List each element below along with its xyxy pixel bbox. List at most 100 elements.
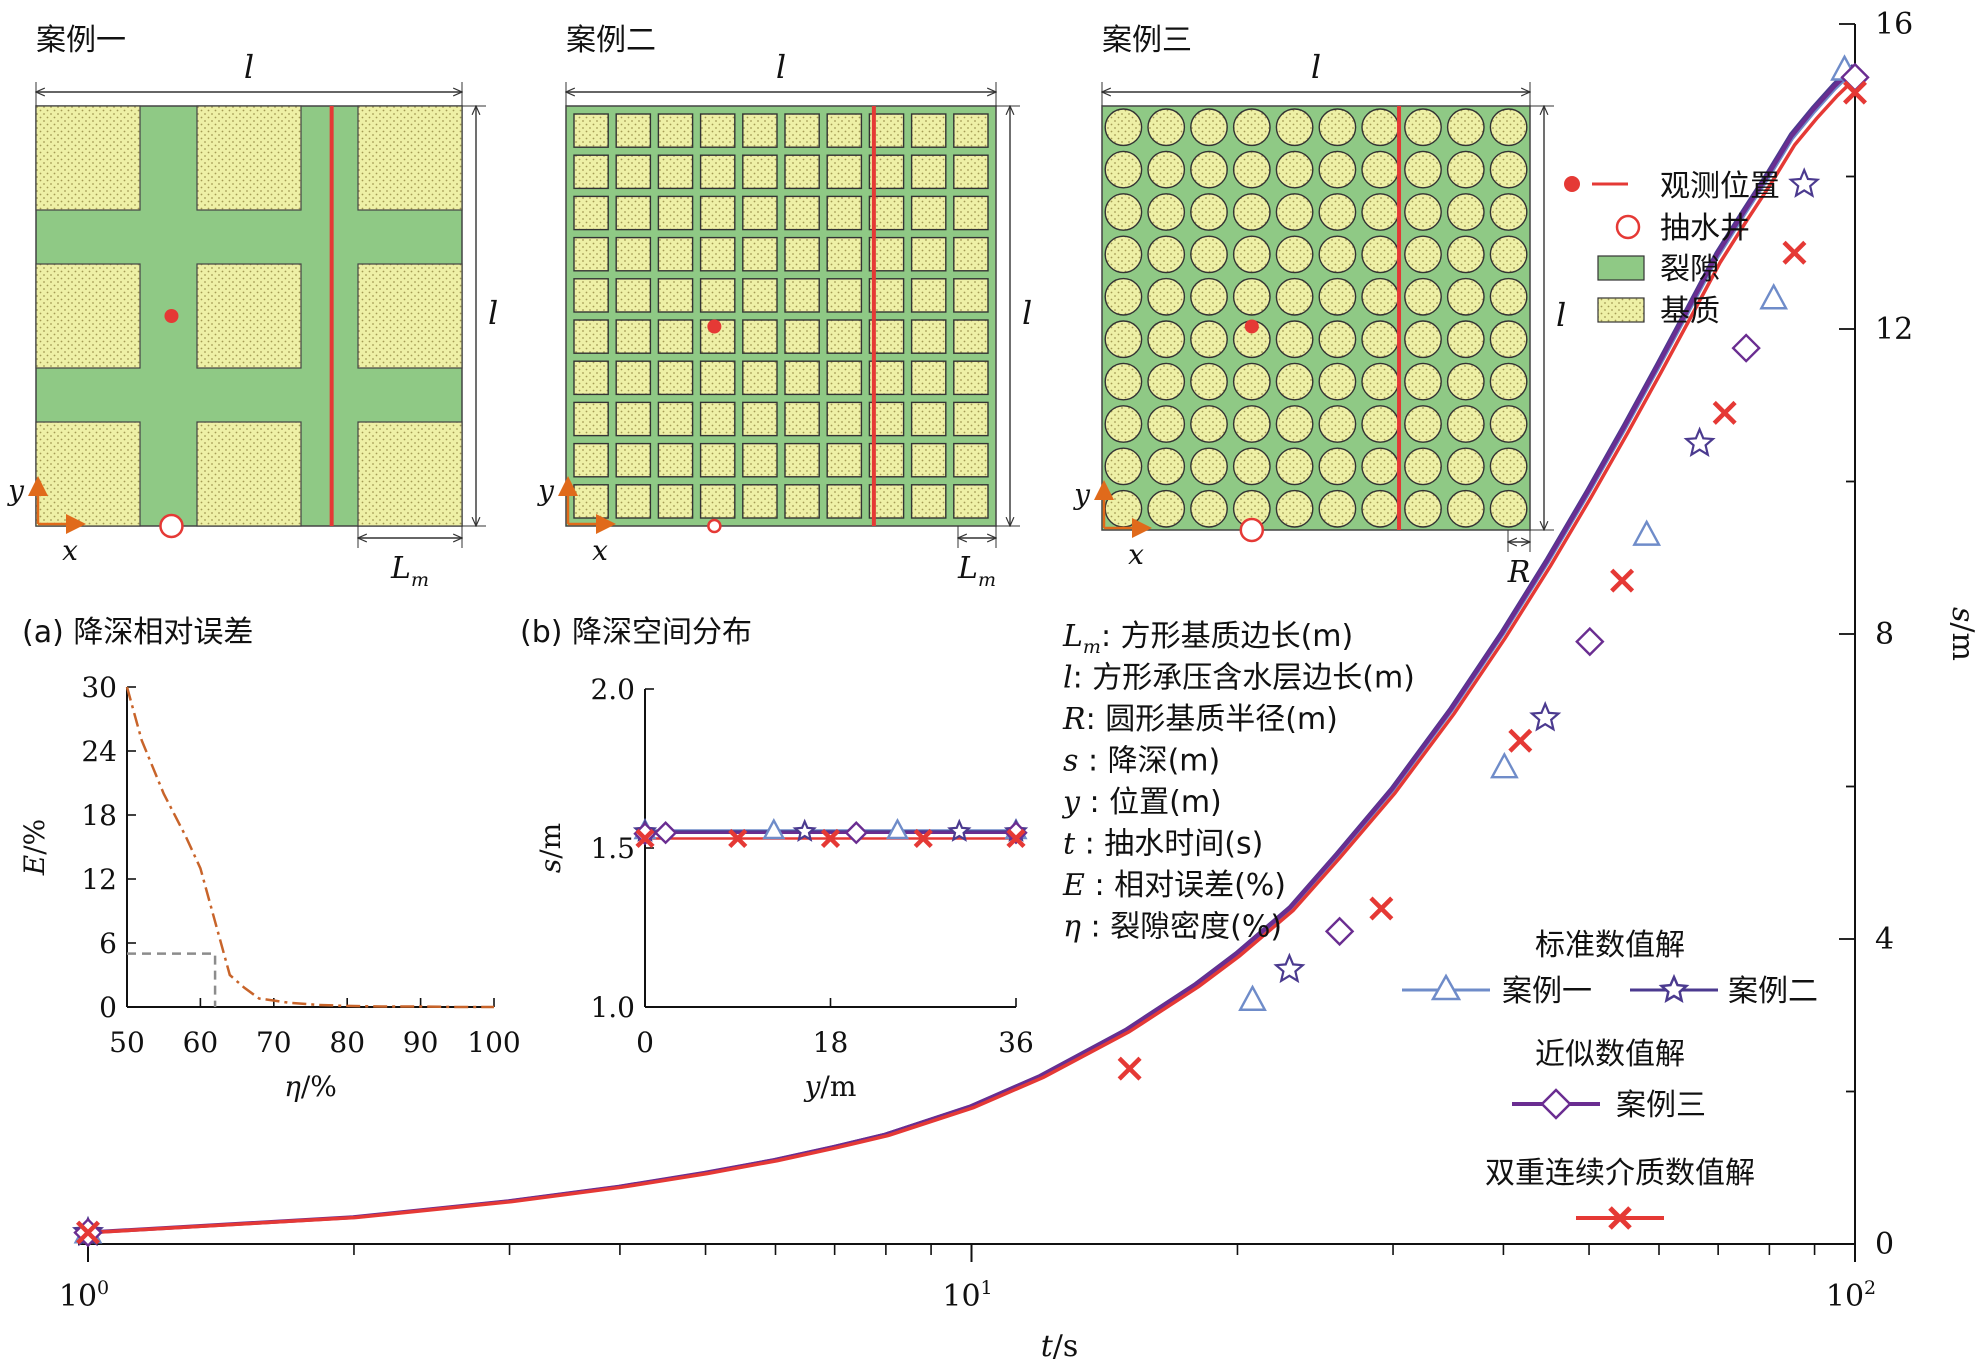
matrix-circle	[1190, 150, 1228, 189]
inset-a-y-tick-label: 18	[81, 799, 117, 832]
matrix-block	[826, 278, 863, 313]
matrix-block	[35, 105, 141, 211]
observation-dot	[164, 309, 179, 323]
matrix-block	[953, 278, 989, 313]
main-marker-star	[1529, 701, 1562, 732]
matrix-circle	[1361, 108, 1400, 147]
matrix-circle	[1232, 235, 1271, 274]
matrix-block	[953, 113, 989, 148]
matrix-block	[826, 195, 863, 231]
notation-item: s : 降深(m)	[1063, 744, 1220, 779]
matrix-block	[573, 442, 609, 478]
matrix-block	[742, 442, 778, 478]
matrix-circle	[1404, 150, 1442, 189]
matrix-circle	[1404, 362, 1442, 401]
matrix-circle	[1275, 108, 1314, 147]
matrix-block	[910, 195, 947, 231]
matrix-circle	[1190, 108, 1228, 147]
matrix-block	[657, 154, 694, 190]
notation-item: η : 裂隙密度(%)	[1063, 910, 1282, 945]
matrix-block	[615, 401, 652, 437]
well-icon	[1615, 214, 1641, 240]
matrix-circle	[1361, 320, 1400, 359]
inset-b-marker-triangle	[762, 817, 786, 840]
matrix-circle	[1361, 235, 1400, 274]
main-y-tick-label: 12	[1875, 312, 1913, 347]
matrix-circle	[1489, 277, 1528, 316]
matrix-circle	[1489, 150, 1528, 189]
dim-bottom-label: R	[1507, 555, 1531, 590]
matrix-circle	[1275, 320, 1314, 359]
legend-observe-label: 观测位置	[1660, 169, 1780, 204]
matrix-circle	[1404, 405, 1442, 443]
matrix-block	[742, 154, 778, 190]
matrix-block	[615, 484, 652, 519]
inset-relative-error-chart: (a) 降深相对误差 0 6 12 18 24 30 50 60 70 80 90 100 η/% E/%	[18, 615, 521, 1103]
triangle-marker-icon	[1430, 973, 1462, 1001]
matrix-circle	[1190, 235, 1228, 274]
matrix-circle	[1446, 447, 1485, 486]
matrix-circle	[1104, 108, 1143, 147]
dim-bottom-label: Lm	[390, 551, 429, 591]
matrix-circle	[1318, 447, 1357, 486]
legend-matrix-label: 基质	[1660, 294, 1720, 329]
matrix-circle	[1104, 235, 1143, 274]
diamond-marker-icon	[1540, 1088, 1572, 1120]
pumping-well	[159, 513, 184, 539]
matrix-circle	[1489, 447, 1528, 486]
matrix-block	[826, 319, 863, 354]
dim-right-label: l	[1022, 294, 1032, 332]
matrix-block	[910, 113, 947, 148]
coord-x-label: x	[592, 534, 608, 567]
matrix-circle	[1147, 320, 1186, 359]
main-marker-triangle	[1759, 282, 1789, 310]
matrix-block	[357, 421, 463, 527]
matrix-circle	[1446, 235, 1485, 274]
matrix-circle	[1361, 277, 1400, 316]
matrix-block	[784, 401, 820, 437]
matrix-block	[699, 113, 736, 148]
main-marker-x	[1782, 240, 1807, 265]
matrix-block	[910, 442, 947, 478]
bottom-legend: 标准数值解 案例一 案例二 近似数值解 案例三 双重连续介质数值解	[1402, 928, 1818, 1230]
observe-dot-icon	[1564, 176, 1580, 192]
inset-a-y-tick-label: 30	[81, 671, 117, 704]
top-legend: 观测位置 抽水井 裂隙 基质	[1564, 169, 1780, 329]
inset-a-x-tick-label: 90	[403, 1026, 439, 1059]
matrix-circle	[1275, 193, 1314, 231]
matrix-block	[573, 484, 609, 519]
matrix-circle	[1232, 193, 1271, 231]
legend-fracture-label: 裂隙	[1660, 252, 1720, 287]
matrix-block	[615, 360, 652, 396]
main-x-axis-label: t/s	[1041, 1329, 1079, 1363]
matrix-circle	[1190, 277, 1228, 316]
main-marker-star	[1273, 952, 1306, 984]
matrix-circle	[1232, 447, 1271, 486]
matrix-circle	[1318, 320, 1357, 359]
notation-item: t : 抽水时间(s)	[1063, 827, 1263, 862]
inset-b-y-tick-label: 1.5	[590, 832, 635, 865]
matrix-block	[784, 236, 820, 272]
inset-b-x-label: y/m	[803, 1070, 857, 1103]
matrix-block	[615, 236, 652, 272]
dim-top-label: l	[776, 48, 786, 86]
schematic-panel-2: 案例二 l l Lm x y	[536, 23, 1032, 591]
main-y-tick-label: 4	[1875, 922, 1894, 957]
inset-a-x-tick-label: 100	[467, 1026, 520, 1059]
coord-x-label: x	[1128, 538, 1144, 571]
legend-title-dual: 双重连续介质数值解	[1485, 1156, 1755, 1191]
star-marker-icon	[1658, 973, 1690, 1004]
matrix-block	[910, 319, 947, 354]
matrix-block	[573, 401, 609, 437]
main-curve-dual	[89, 75, 1859, 1235]
matrix-circle	[1232, 277, 1271, 316]
inset-b-marker-x	[1006, 828, 1026, 849]
inset-b-marker-triangle	[885, 817, 910, 840]
matrix-block	[784, 319, 820, 354]
matrix-block	[953, 195, 989, 231]
inset-a-x-tick-label: 50	[109, 1026, 145, 1059]
matrix-block	[573, 360, 609, 396]
matrix-block	[784, 360, 820, 396]
matrix-block	[573, 154, 609, 190]
schematic-label: 案例三	[1102, 23, 1192, 58]
